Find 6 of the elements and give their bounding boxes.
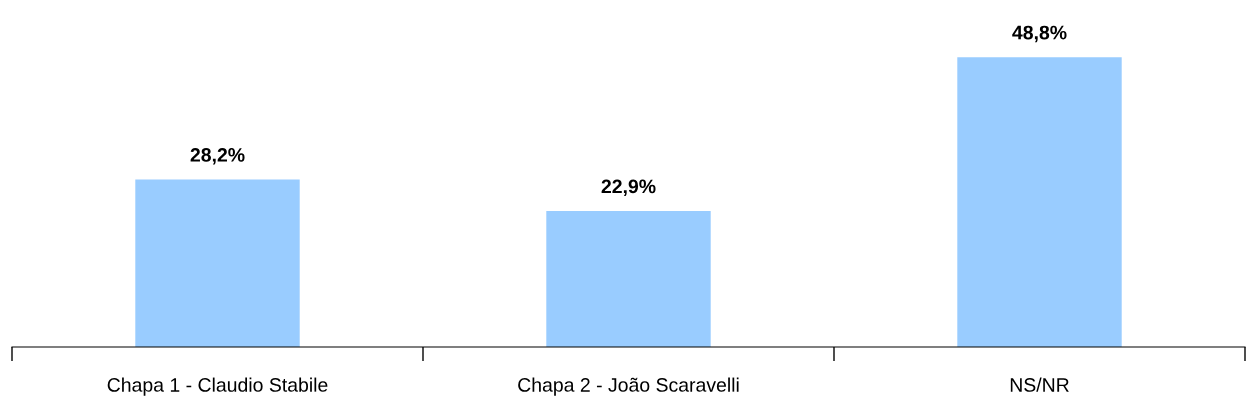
- data-label: 28,2%: [190, 148, 245, 165]
- x-tick-label: Chapa 1 - Claudio Stabile: [107, 377, 328, 396]
- x-tick-label: NS/NR: [1010, 377, 1069, 392]
- data-label: 48,8%: [1012, 25, 1067, 43]
- data-label: 22,9%: [601, 179, 656, 197]
- x-tick-label: Chapa 2 - João Scaravelli: [518, 377, 739, 396]
